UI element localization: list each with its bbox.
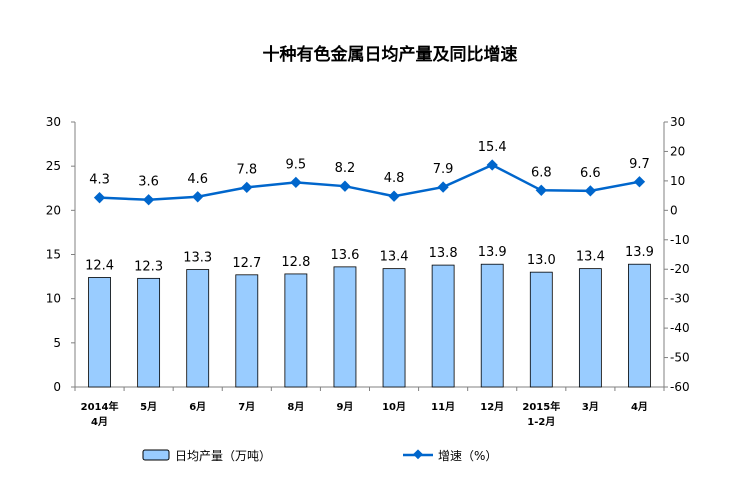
left-tick-label: 0 [53, 380, 61, 394]
x-tick-label: 3月 [582, 401, 599, 413]
bar [628, 263, 651, 388]
x-tick-label: 9月 [336, 401, 353, 413]
x-tick-label: 1-2月 [527, 416, 555, 428]
bar [382, 268, 406, 388]
bar-value-label: 13.8 [429, 246, 458, 261]
x-tick-label: 8月 [287, 401, 304, 413]
bar [137, 277, 161, 388]
bar [186, 269, 210, 388]
right-tick-label: 20 [670, 144, 685, 158]
growth-marker [339, 180, 351, 192]
x-tick-label: 4月 [631, 401, 648, 413]
right-tick-label: -10 [670, 233, 690, 247]
growth-marker [584, 185, 597, 197]
growth-marker [192, 191, 204, 203]
bar-value-label: 13.6 [330, 248, 359, 263]
right-tick-label: 10 [670, 174, 685, 188]
bar [431, 264, 455, 388]
growth-marker [437, 181, 449, 193]
legend-line-marker [413, 449, 423, 460]
x-tick-label: 7月 [238, 401, 255, 413]
left-tick-label: 10 [46, 292, 61, 306]
bar-value-label: 13.0 [527, 253, 556, 268]
right-tick-label: -50 [670, 351, 690, 365]
bar-value-label: 13.9 [478, 245, 507, 260]
chart-title: 十种有色金属日均产量及同比增速 [263, 44, 518, 65]
bar [480, 263, 504, 388]
bar [333, 266, 357, 388]
growth-value-label: 4.8 [384, 171, 405, 186]
bar [578, 268, 602, 388]
x-tick-label: 12月 [480, 401, 504, 413]
growth-marker [142, 194, 155, 206]
left-tick-label: 30 [46, 115, 61, 129]
bar [88, 277, 111, 388]
growth-value-label: 7.9 [433, 162, 454, 177]
legend-line-label: 增速（%） [438, 449, 497, 463]
right-tick-label: 30 [670, 115, 685, 129]
x-tick-label: 10月 [382, 401, 406, 413]
left-tick-label: 25 [46, 159, 61, 173]
right-tick-label: -60 [670, 380, 690, 394]
growth-marker [486, 159, 498, 171]
growth-value-label: 4.6 [187, 172, 208, 187]
right-tick-label: -30 [670, 292, 690, 306]
growth-line [99, 163, 640, 201]
x-tick-label: 5月 [140, 401, 157, 413]
growth-marker [535, 184, 547, 196]
bar [529, 271, 553, 388]
growth-marker [633, 176, 646, 188]
growth-value-label: 15.4 [478, 140, 507, 155]
growth-value-label: 4.3 [89, 173, 110, 188]
right-tick-label: -40 [670, 321, 690, 335]
left-tick-label: 20 [46, 203, 61, 217]
growth-marker [93, 192, 106, 204]
left-tick-label: 15 [46, 248, 61, 262]
bar-value-label: 12.3 [134, 259, 163, 274]
growth-marker [241, 181, 253, 194]
bar-value-label: 13.3 [183, 251, 212, 266]
bar-value-label: 12.8 [281, 255, 310, 270]
x-tick-label: 6月 [189, 401, 206, 413]
growth-value-label: 9.7 [629, 157, 650, 172]
bar [235, 274, 259, 388]
x-tick-label: 11月 [431, 401, 455, 413]
bar-value-label: 12.7 [232, 256, 261, 271]
legend-bar-swatch [142, 449, 170, 461]
legend-bar-label: 日均产量（万吨） [175, 449, 271, 463]
x-tick-label: 2015年 [522, 400, 560, 413]
x-tick-label: 4月 [91, 416, 108, 428]
growth-marker [290, 176, 302, 189]
bar-value-label: 13.4 [576, 250, 605, 265]
bar-value-label: 13.4 [380, 250, 409, 265]
left-tick-label: 5 [53, 336, 61, 350]
bar-value-label: 12.4 [85, 258, 114, 273]
bar-value-label: 13.9 [625, 245, 654, 260]
growth-marker [388, 190, 400, 202]
bar [284, 273, 308, 388]
growth-value-label: 9.5 [286, 157, 307, 172]
x-tick-label: 2014年 [81, 400, 119, 413]
growth-value-label: 8.2 [335, 161, 356, 176]
right-tick-label: 0 [670, 203, 678, 217]
growth-value-label: 6.6 [580, 166, 601, 181]
growth-value-label: 7.8 [236, 162, 257, 177]
right-tick-label: -20 [670, 262, 690, 276]
growth-value-label: 3.6 [138, 175, 159, 190]
growth-value-label: 6.8 [531, 165, 552, 180]
